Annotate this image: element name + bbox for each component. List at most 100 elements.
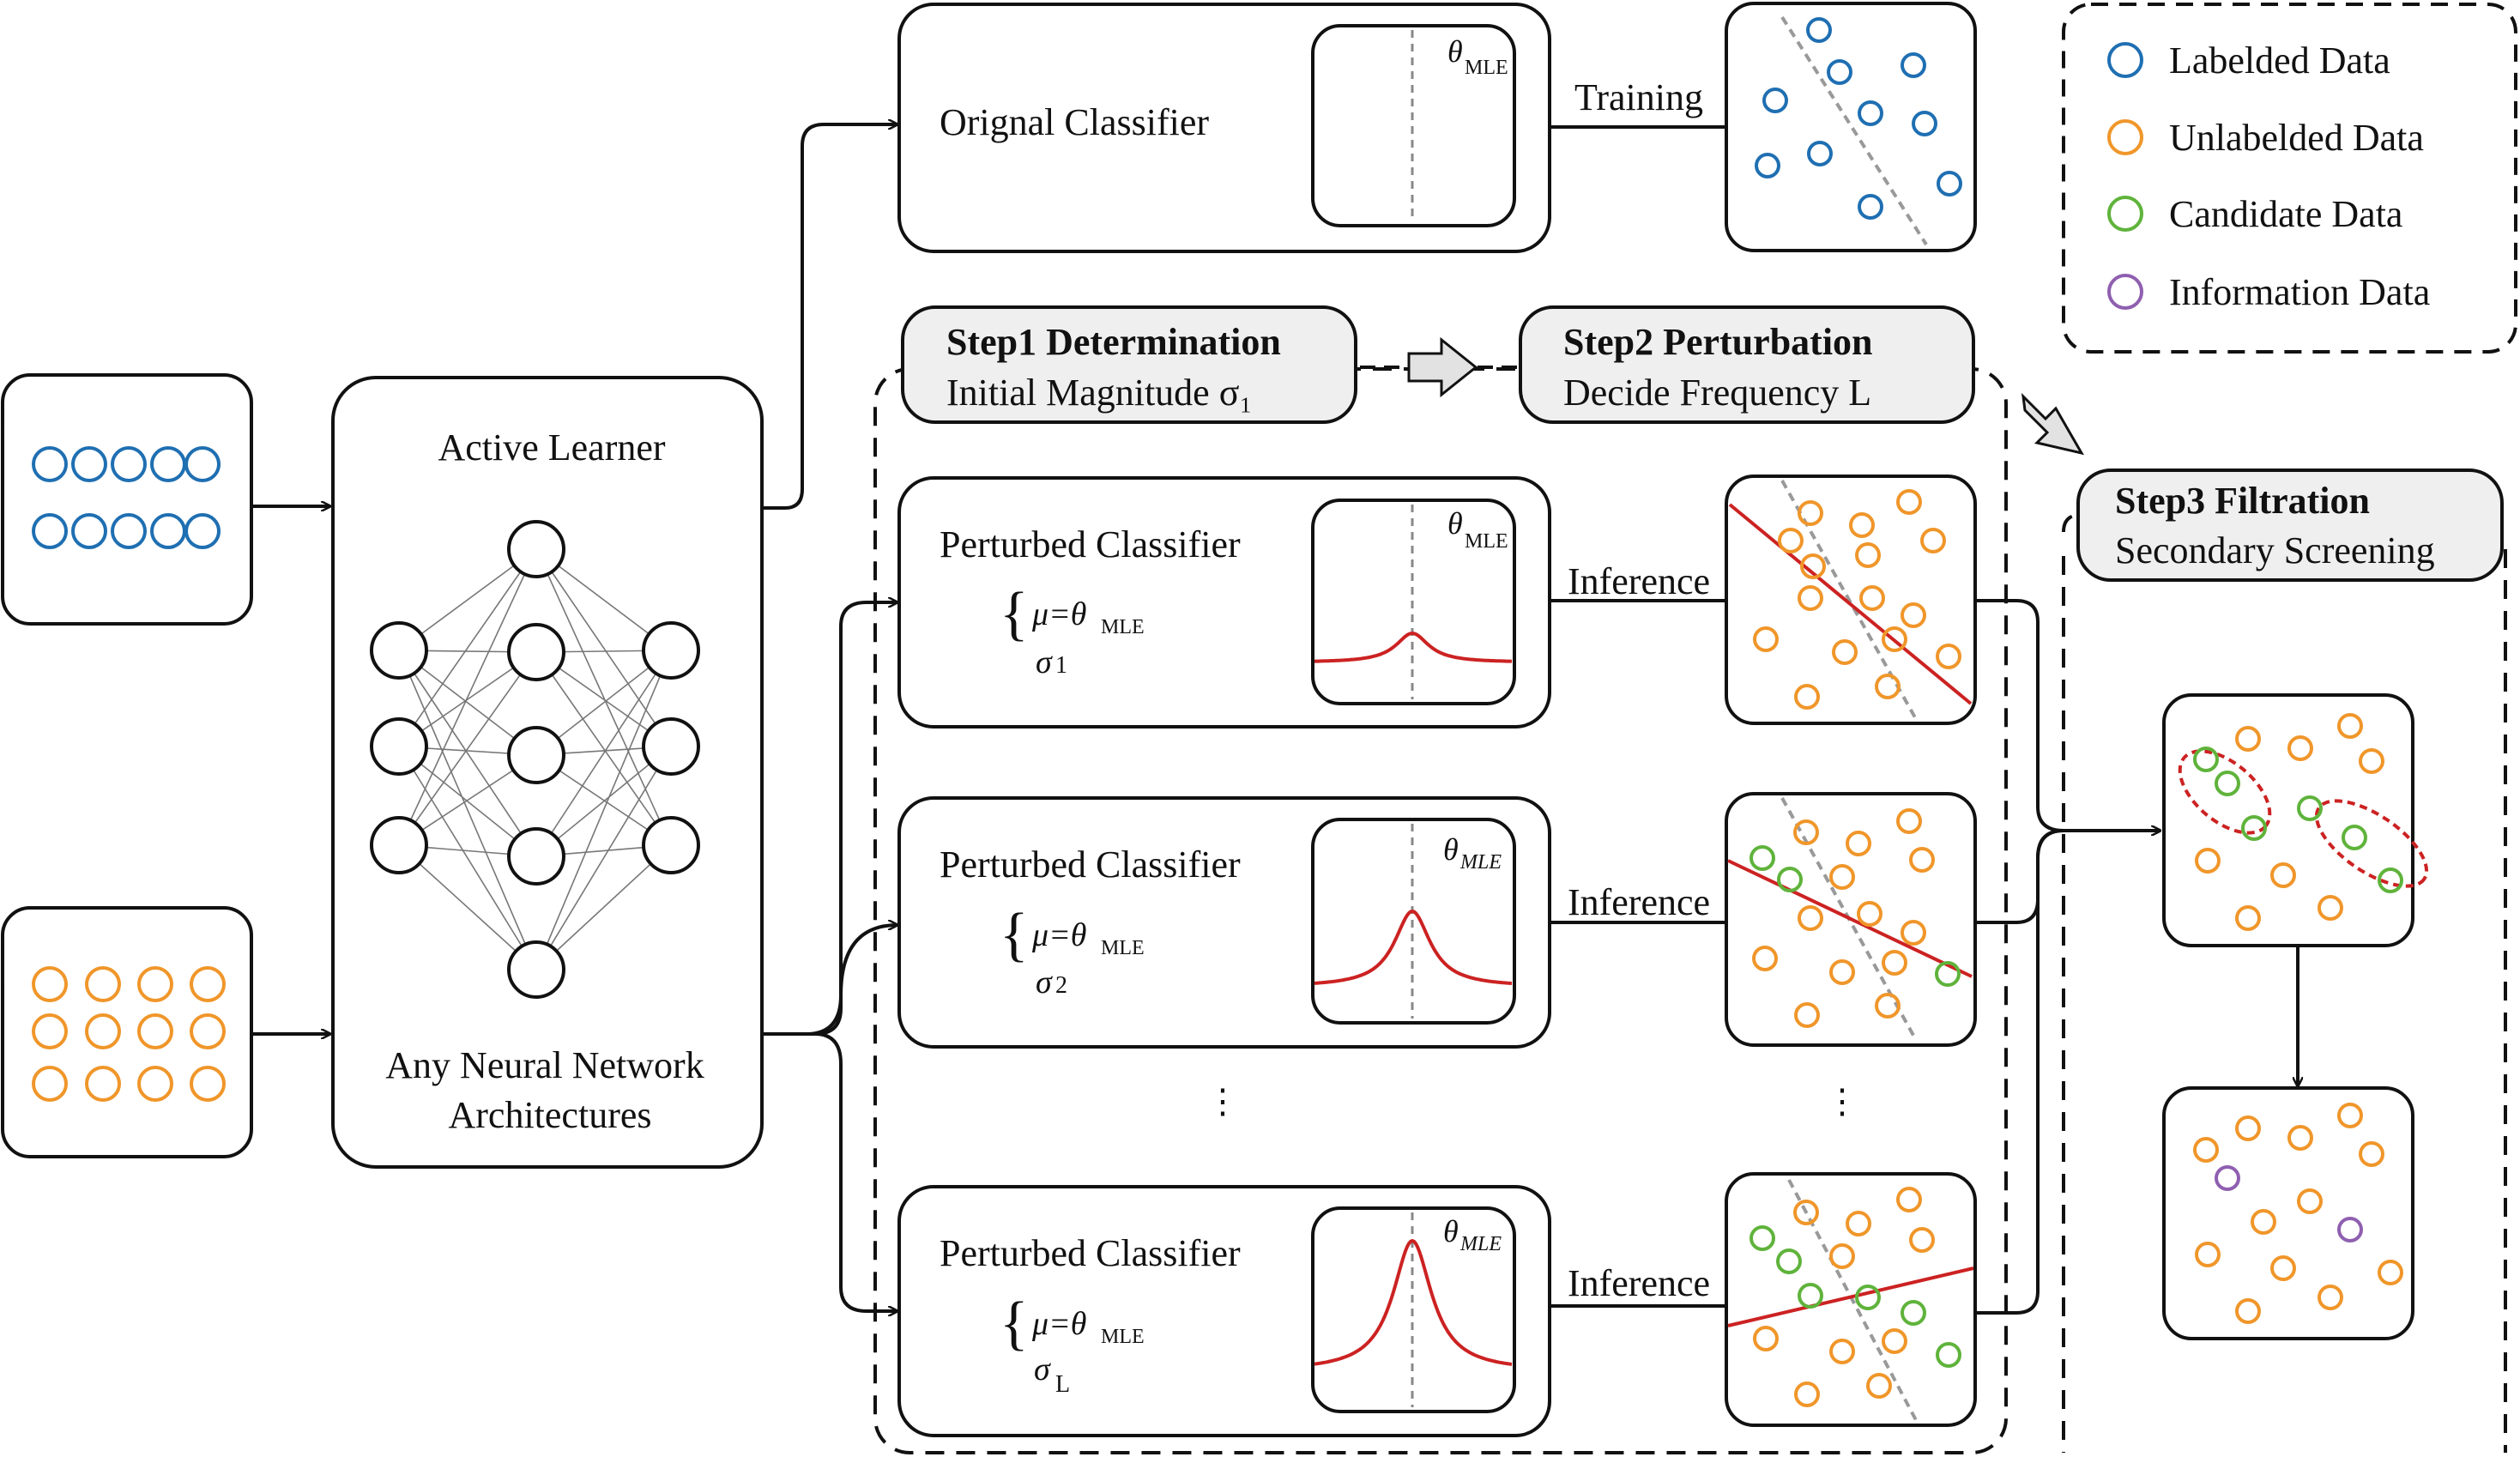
information-scatter-box <box>2162 1086 2414 1340</box>
scatter-2-to-filtration-arrow <box>1975 831 2160 924</box>
unlabeled-point <box>190 966 226 1002</box>
perturbed-1-theta: θ <box>1447 506 1463 541</box>
unlabeled-point <box>2270 1255 2296 1281</box>
candidate-point <box>2342 825 2367 850</box>
step3-title: Step3 Filtration <box>2115 480 2370 522</box>
perturbed-1-sigma: σ <box>1036 644 1053 680</box>
vertical-ellipsis-scatters: ⋮ <box>1825 1082 1859 1121</box>
unlabeled-point <box>2235 1115 2261 1141</box>
legend-information: Information Data <box>2169 271 2430 313</box>
unlabeled-point <box>1859 585 1885 611</box>
unlabeled-point <box>1798 585 1823 611</box>
unlabeled-point <box>1753 1326 1779 1351</box>
unlabeled-point <box>2287 1125 2313 1151</box>
perturbed-1-theta-sub: MLE <box>1465 530 1508 553</box>
labeled-point <box>111 446 147 482</box>
unlabeled-point <box>1829 1243 1855 1269</box>
unlabeled-point <box>1794 1381 1820 1407</box>
unlabeled-point <box>1901 602 1926 628</box>
perturbed-3-mu: μ=θ <box>1031 1306 1086 1342</box>
brace: { <box>1000 902 1029 968</box>
nn-node <box>642 621 700 680</box>
nn-connection <box>398 844 537 970</box>
labeled-point <box>1806 17 1832 43</box>
scatter-1-perturbed-boundary <box>1728 503 1973 705</box>
labeled-point <box>1762 88 1788 113</box>
scatter-1-mle-boundary <box>1780 480 1918 720</box>
labeled-point <box>184 513 221 549</box>
step1-title: Step1 Determination <box>946 321 1281 363</box>
candidate-point <box>1776 1248 1802 1274</box>
unlabeled-point <box>85 1013 121 1049</box>
original-classifier-label: Orignal Classifier <box>940 101 1209 143</box>
perturbed-classifier-2: Perturbed Classifier { μ=θ MLE σ 2 θ MLE <box>897 796 1551 1049</box>
original-distribution-panel <box>1311 24 1516 227</box>
information-data-swatch <box>2107 274 2143 310</box>
unlabeled-point <box>1832 639 1858 665</box>
original-theta-sub: MLE <box>1465 57 1508 79</box>
learner-to-original-arrow <box>762 124 897 510</box>
unlabeled-point <box>1909 1227 1935 1253</box>
unlabeled-point <box>2337 713 2363 739</box>
unlabeled-point <box>1793 1200 1819 1225</box>
candidate-point <box>1936 1342 1961 1368</box>
nn-node <box>370 717 428 776</box>
original-theta: θ <box>1447 34 1463 69</box>
learner-to-perturbed-2-arrow <box>762 925 897 1036</box>
perturbed-classifier-3: Perturbed Classifier { μ=θ MLE σ L θ MLE <box>897 1185 1551 1437</box>
nn-connection <box>398 746 537 970</box>
inference-scatter-3 <box>1725 1172 1977 1427</box>
candidate-point <box>1901 1300 1926 1326</box>
step2-to-step3-arrow <box>2021 392 2085 456</box>
perturbed-2-sigma-sub: 2 <box>1055 972 1067 999</box>
unlabeled-point <box>2235 726 2261 752</box>
perturbed-3-theta: θ <box>1443 1214 1459 1248</box>
information-point <box>2215 1165 2240 1191</box>
labeled-point <box>1807 141 1833 166</box>
nn-connection <box>535 548 672 846</box>
unlabeled-point <box>1800 553 1826 579</box>
step1-box: Step1 Determination Initial Magnitude σ₁ <box>901 305 1357 424</box>
unlabeled-point <box>137 1066 173 1102</box>
unlabeled-point <box>2193 1137 2219 1163</box>
labeled-point <box>184 446 221 482</box>
nn-node <box>507 520 565 578</box>
unlabeled-point <box>2337 1103 2363 1128</box>
unlabeled-point <box>1901 920 1926 946</box>
unlabeled-point <box>1896 1187 1922 1212</box>
labeled-point <box>111 513 147 549</box>
perturbed-2-mu: μ=θ <box>1031 917 1086 953</box>
nn-node <box>507 827 565 886</box>
unlabeled-point <box>1793 819 1819 845</box>
nn-node <box>370 816 428 874</box>
unlabeled-point <box>32 1066 68 1102</box>
candidate-data-swatch <box>2107 196 2143 232</box>
nn-connection <box>535 548 672 747</box>
unlabeled-point <box>2195 1242 2221 1267</box>
scatter-2-perturbed-boundary <box>1727 859 1973 978</box>
labeled-point <box>1912 111 1937 136</box>
perturbed-2-theta-sub: MLE <box>1459 851 1502 874</box>
inference-label-3: Inference <box>1568 1262 1710 1304</box>
unlabeled-point <box>137 1013 173 1049</box>
perturbed-3-gaussian-curve <box>1314 1238 1513 1366</box>
unlabeled-point <box>1849 512 1875 538</box>
labeled-point <box>1755 153 1780 178</box>
unlabeled-point <box>1829 1339 1855 1364</box>
active-learner-caption-1: Any Neural Network <box>385 1044 704 1086</box>
labeled-point <box>32 446 68 482</box>
candidate-point <box>2241 815 2267 841</box>
inference-scatter-2 <box>1725 792 1977 1047</box>
nn-connection <box>398 746 537 857</box>
legend-candidate: Candidate Data <box>2169 193 2402 235</box>
unlabeled-point <box>1753 626 1779 652</box>
labeled-point <box>1901 52 1926 78</box>
candidate-cluster-2 <box>2314 799 2429 888</box>
unlabeled-point <box>1936 644 1961 669</box>
unlabeled-point <box>137 966 173 1002</box>
brace: { <box>1000 581 1029 647</box>
candidate-point <box>2193 747 2219 772</box>
unlabeled-data-swatch <box>2107 119 2143 155</box>
training-scatter-box <box>1725 2 1977 252</box>
